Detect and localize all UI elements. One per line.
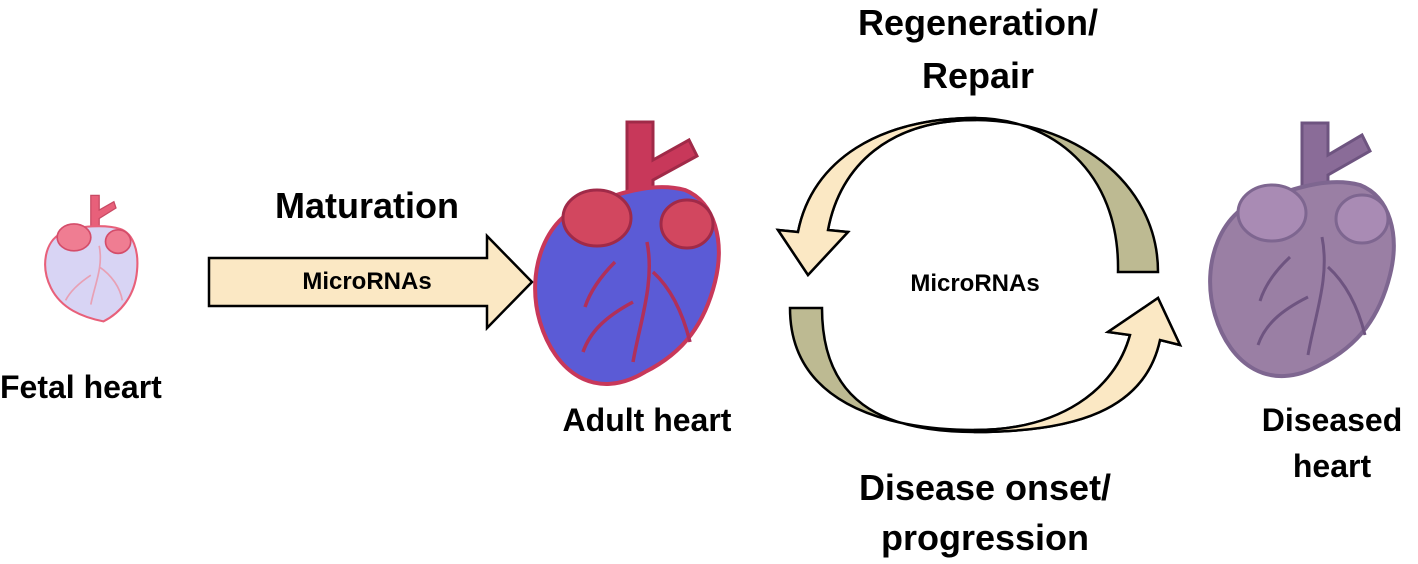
diseased-heart-label-line1: Diseased [1261, 402, 1403, 438]
maturation-microrna-label: MicroRNAs [302, 268, 432, 295]
adult-heart-icon [533, 120, 721, 386]
regeneration-arc-arrow [775, 116, 1160, 278]
cycle-microrna-label: MicroRNAs [910, 270, 1040, 297]
maturation-label: Maturation [275, 185, 459, 226]
diseased-heart-icon [1208, 121, 1396, 378]
regeneration-label-line2: Repair [921, 55, 1035, 96]
maturation-arrow [207, 232, 534, 332]
disease-arc-arrow [788, 296, 1183, 434]
regeneration-label-line1: Regeneration/ [857, 2, 1099, 43]
disease-label-line1: Disease onset/ [858, 467, 1112, 508]
adult-heart-label: Adult heart [562, 402, 732, 438]
disease-label-line2: progression [880, 517, 1090, 558]
fetal-heart-label: Fetal heart [0, 369, 162, 405]
diseased-heart-label-line2: heart [1292, 448, 1372, 484]
fetal-heart-icon [44, 194, 139, 323]
